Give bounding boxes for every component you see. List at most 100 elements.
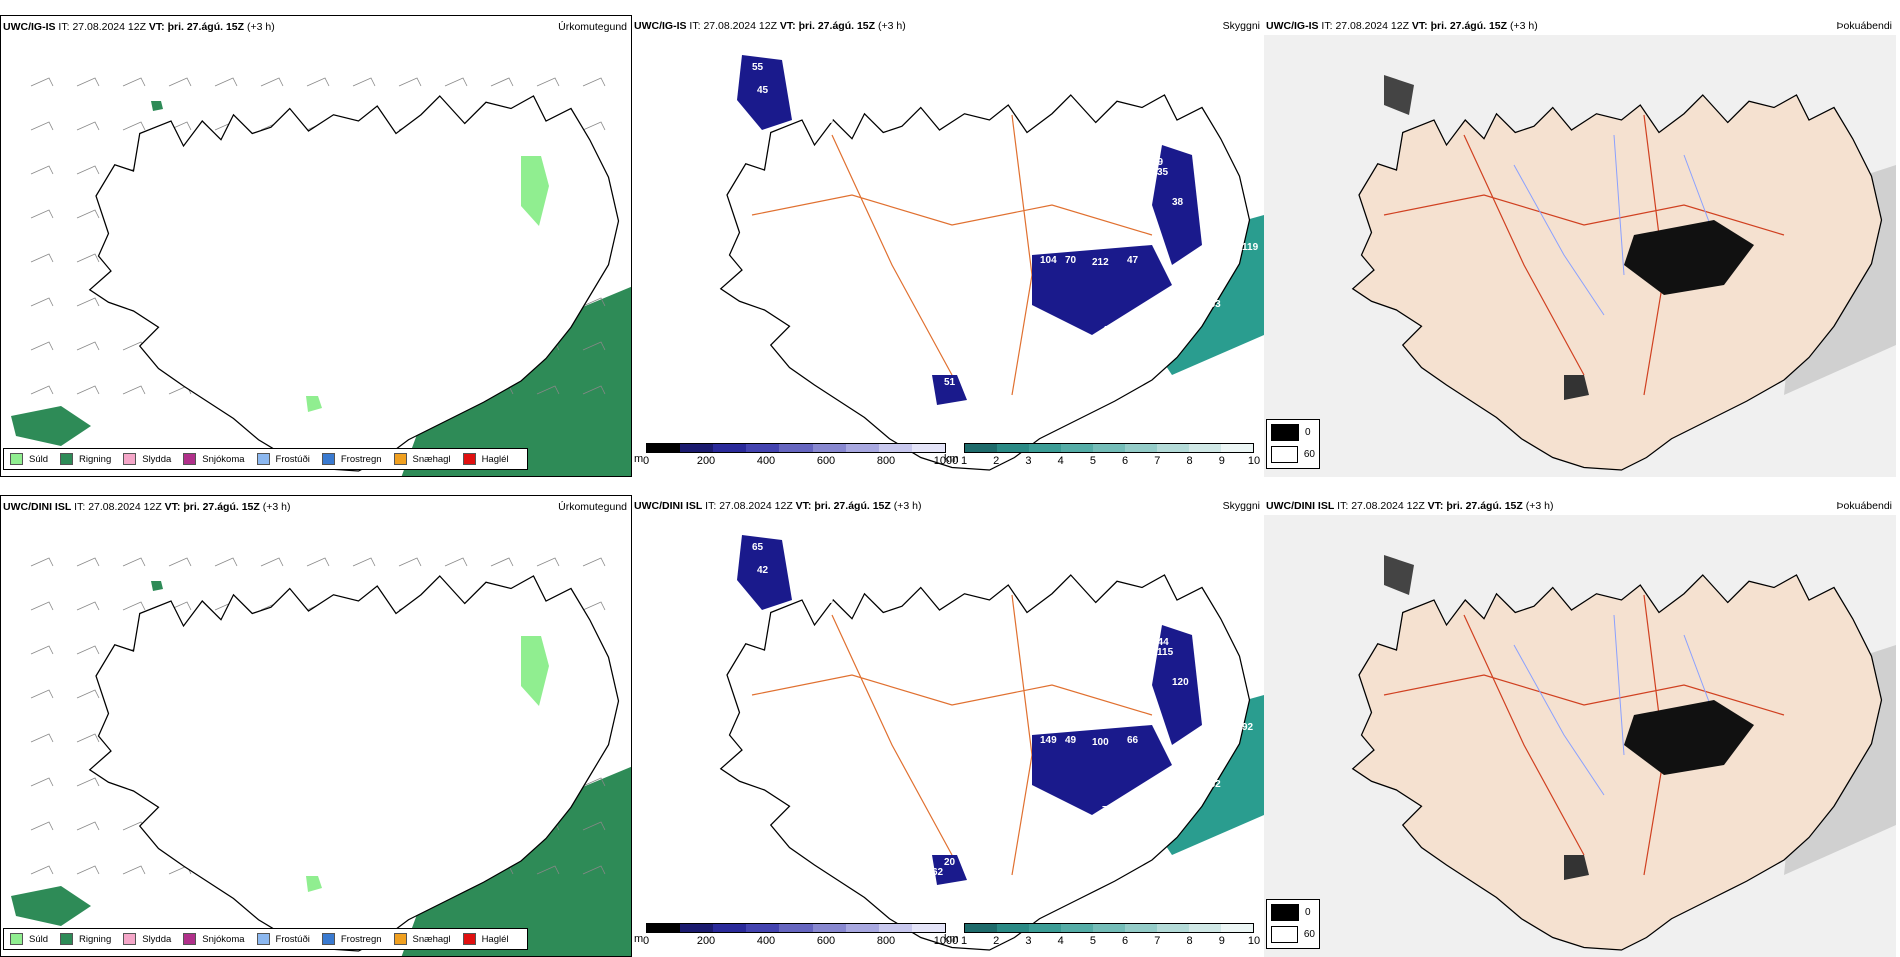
- it-value: 27.08.2024 12Z: [1335, 20, 1409, 32]
- wind-barb: [122, 121, 146, 131]
- precip-type-panel: UWC/DINI ISL IT: 27.08.2024 12Z VT: þri.…: [0, 495, 632, 957]
- legend-item: Snjókoma: [183, 933, 245, 945]
- wind-barb: [444, 557, 468, 567]
- it-label: IT:: [58, 21, 70, 33]
- precip-type-panel: UWC/IG-IS IT: 27.08.2024 12Z VT: þri. 27…: [0, 15, 632, 477]
- legend-swatch: [393, 933, 407, 945]
- model-name: UWC/DINI ISL: [1266, 500, 1335, 512]
- wind-barb: [398, 77, 422, 87]
- wind-barb: [582, 77, 606, 87]
- legend-swatch: [321, 453, 335, 465]
- visibility-value: 47: [1127, 255, 1139, 266]
- visibility-unit: km: [944, 453, 959, 465]
- visibility-tick: 8: [1186, 935, 1193, 947]
- visibility-value: 120: [1172, 677, 1189, 688]
- wind-barb: [76, 865, 100, 875]
- wind-barb: [30, 297, 54, 307]
- panel-header: UWC/IG-IS IT: 27.08.2024 12Z VT: þri. 27…: [3, 21, 275, 33]
- visibility-value: 148: [1195, 749, 1212, 760]
- it-label: IT:: [705, 500, 717, 512]
- visibility-value: 149: [1040, 735, 1057, 746]
- visibility-tick: 7: [1154, 935, 1161, 947]
- visibility-tick: 1: [960, 455, 968, 467]
- height-unit: m: [634, 453, 644, 465]
- wind-barb: [582, 385, 606, 395]
- wind-barb: [122, 557, 146, 567]
- visibility-tick: 8: [1186, 455, 1193, 467]
- height-colorbar: 0 200 400 600 800 1000 m: [634, 443, 958, 469]
- wind-barb: [30, 645, 54, 655]
- panel-header: UWC/DINI ISL IT: 27.08.2024 12Z VT: þri.…: [634, 500, 921, 512]
- height-tick: 200: [696, 935, 716, 947]
- legend-item: Rigning: [60, 933, 111, 945]
- low-vis-northwest: [737, 535, 792, 610]
- wind-barb: [582, 821, 606, 831]
- visibility-panel: 55 45 48 88 39 35 38 102 119 104 253 104 70 212 47 88 41…: [632, 15, 1264, 477]
- it-value: 27.08.2024 12Z: [719, 500, 793, 512]
- wind-barb: [260, 557, 284, 567]
- height-tick: 800: [876, 935, 896, 947]
- wind-barb: [306, 557, 330, 567]
- legend-swatch: [393, 453, 407, 465]
- wind-barb: [490, 557, 514, 567]
- visibility-value: 51: [1172, 752, 1184, 763]
- visibility-value: 104: [1195, 269, 1212, 280]
- legend-label: Snæhagl: [412, 933, 451, 945]
- visibility-value: 39: [1152, 157, 1164, 168]
- legend-swatch: [183, 933, 197, 945]
- vt-label: VT:: [795, 500, 812, 512]
- panel-title: Þokuábendi: [1836, 500, 1892, 512]
- height-tick: 200: [696, 455, 716, 467]
- fog-swatch-black: [1271, 423, 1299, 441]
- wind-barb: [582, 297, 606, 307]
- low-vis-east: [1152, 625, 1202, 745]
- visibility-tick: 2: [993, 455, 1000, 467]
- visibility-value: 51: [944, 377, 956, 388]
- legend-item: Slydda: [123, 453, 171, 465]
- model-name: UWC/IG-IS: [1266, 20, 1319, 32]
- visibility-value: 152: [1204, 779, 1221, 790]
- wind-barb: [122, 601, 146, 611]
- vt-label: VT:: [1427, 500, 1444, 512]
- height-unit: m: [634, 933, 644, 945]
- wind-barb: [30, 385, 54, 395]
- visibility-tick: 7: [1154, 455, 1161, 467]
- legend-label: Slydda: [142, 453, 172, 465]
- it-label: IT:: [1321, 20, 1333, 32]
- wind-barb: [536, 385, 560, 395]
- wind-barb: [582, 121, 606, 131]
- rain-northwest: [151, 581, 163, 591]
- visibility-value: 171: [1112, 602, 1129, 613]
- wind-barb: [76, 645, 100, 655]
- wind-barb: [76, 209, 100, 219]
- height-tick: 600: [816, 935, 836, 947]
- panel-header: UWC/IG-IS IT: 27.08.2024 12Z VT: þri. 27…: [1266, 20, 1538, 32]
- legend-item: Frostregn: [321, 453, 382, 465]
- fog-swatch-white: [1271, 445, 1298, 463]
- fog-high-center: [1624, 700, 1754, 775]
- iceland-outline: [719, 574, 1251, 951]
- legend-label: Rigning: [79, 933, 112, 945]
- low-vis-east: [1152, 145, 1202, 265]
- lead-time: (+3 h): [246, 21, 275, 33]
- visibility-value: 102: [1207, 247, 1224, 258]
- low-vis-northwest: [737, 55, 792, 130]
- wind-barb: [76, 121, 100, 131]
- height-tick: 0: [642, 935, 650, 947]
- model-name: UWC/IG-IS: [3, 21, 56, 33]
- legend-swatch: [60, 933, 74, 945]
- wind-barb: [30, 253, 54, 263]
- legend-item: Súld: [10, 453, 48, 465]
- lead-time: (+3 h): [262, 501, 291, 513]
- fog-legend-label: 60: [1303, 928, 1315, 940]
- legend-item: Frostúði: [256, 933, 310, 945]
- wind-barb: [536, 865, 560, 875]
- legend-label: Haglél: [481, 453, 509, 465]
- model-name: UWC/DINI ISL: [3, 501, 72, 513]
- legend-label: Snjókoma: [202, 933, 245, 945]
- wind-barb: [582, 601, 606, 611]
- legend-swatch: [462, 453, 476, 465]
- visibility-tick: 10: [1247, 935, 1261, 947]
- wind-barb: [76, 341, 100, 351]
